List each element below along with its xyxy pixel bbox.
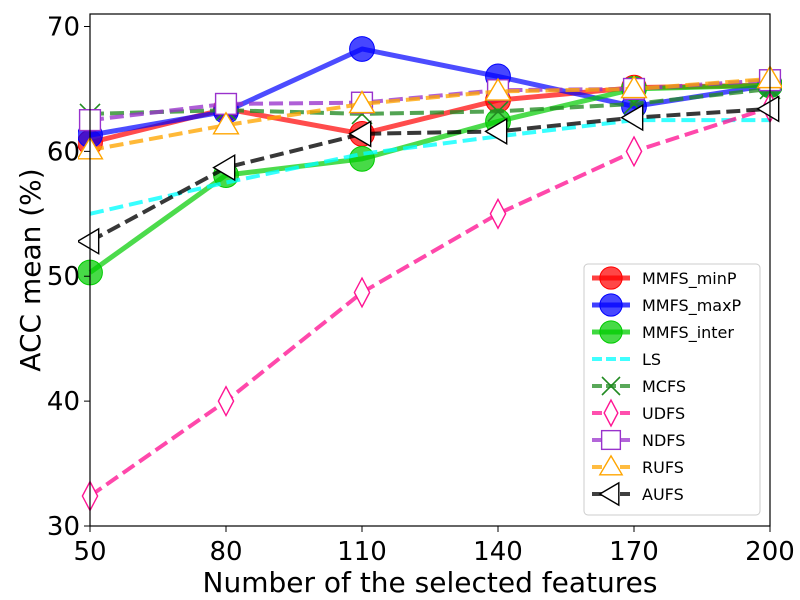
x-tick-label: 140 xyxy=(473,537,523,567)
plot-frame xyxy=(89,13,771,527)
data-point xyxy=(78,227,100,255)
data-point xyxy=(212,153,236,182)
series-ls xyxy=(89,118,770,216)
y-tick-label: 30 xyxy=(47,512,80,542)
data-point xyxy=(620,104,644,132)
x-axis-title: Number of the selected features xyxy=(203,566,658,599)
legend-label: MMFS_maxP xyxy=(642,296,742,316)
x-tick-label: 110 xyxy=(337,537,387,567)
series-line xyxy=(89,76,771,153)
data-point xyxy=(756,95,780,123)
series-line xyxy=(89,118,770,216)
legend-item: RUFS xyxy=(592,454,684,477)
series-rufs xyxy=(78,65,782,160)
x-tick-label: 50 xyxy=(73,537,106,567)
legend-label: NDFS xyxy=(642,431,685,450)
data-point xyxy=(214,92,238,116)
data-point xyxy=(349,36,375,62)
series-aufs xyxy=(78,95,780,255)
legend-item: MMFS_minP xyxy=(592,266,737,290)
y-tick-label: 50 xyxy=(47,262,80,292)
legend-item: MCFS xyxy=(592,376,686,396)
data-point xyxy=(484,77,512,101)
data-point xyxy=(348,90,376,114)
legend-label: MMFS_minP xyxy=(642,269,737,289)
legend-marker xyxy=(603,398,619,428)
legend-marker xyxy=(600,429,622,451)
legend-box xyxy=(583,263,761,516)
y-axis-ticks: 30 40 50 60 70 xyxy=(47,12,90,542)
data-point xyxy=(625,135,643,168)
legend-label: UDFS xyxy=(642,404,685,423)
data-point xyxy=(487,100,509,122)
data-point xyxy=(348,120,372,148)
y-tick-label: 60 xyxy=(47,137,80,167)
legend-item: AUFS xyxy=(592,481,684,507)
data-point xyxy=(217,385,235,418)
series-line xyxy=(89,86,771,116)
y-tick-label: 70 xyxy=(47,12,80,42)
data-point xyxy=(484,117,508,146)
series-line xyxy=(88,105,771,498)
legend: MMFS_minP MMFS_maxP MMFS_inter LS MCFS UDFS ND… xyxy=(583,263,761,516)
legend-item: UDFS xyxy=(592,398,685,428)
y-axis-title: ACC mean (%) xyxy=(14,168,47,371)
legend-marker xyxy=(598,481,620,507)
data-point xyxy=(212,111,240,135)
legend-item: NDFS xyxy=(592,429,685,451)
legend-label: MMFS_inter xyxy=(642,323,734,343)
data-point xyxy=(489,197,507,230)
legend-marker xyxy=(599,293,623,317)
legend-marker xyxy=(601,376,621,396)
legend-marker xyxy=(599,266,623,290)
y-tick-label: 40 xyxy=(47,387,80,417)
x-tick-label: 170 xyxy=(609,537,659,567)
series-line xyxy=(89,46,771,138)
legend-item: LS xyxy=(592,350,661,369)
legend-marker xyxy=(598,454,624,476)
x-tick-label: 200 xyxy=(745,537,795,567)
legend-item: MMFS_maxP xyxy=(592,293,742,317)
series-line xyxy=(89,106,771,244)
x-axis-ticks: 50 80 110 140 170 200 xyxy=(73,526,795,567)
series-mmfs-inter xyxy=(78,72,782,286)
data-point xyxy=(620,75,648,99)
legend-label: MCFS xyxy=(642,377,686,396)
legend-label: LS xyxy=(642,350,661,369)
legend-label: RUFS xyxy=(642,458,684,477)
data-point xyxy=(353,276,371,309)
legend-marker xyxy=(599,320,623,344)
legend-label: AUFS xyxy=(642,485,684,504)
data-point xyxy=(349,145,375,172)
legend-item: MMFS_inter xyxy=(592,320,734,344)
x-tick-label: 80 xyxy=(209,537,242,567)
